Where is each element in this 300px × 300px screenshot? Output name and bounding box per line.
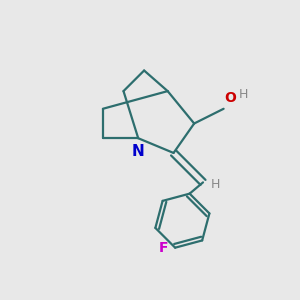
Text: O: O xyxy=(224,91,236,105)
Text: H: H xyxy=(211,178,220,191)
Text: H: H xyxy=(239,88,248,100)
Text: F: F xyxy=(158,241,168,255)
Text: N: N xyxy=(131,143,144,158)
